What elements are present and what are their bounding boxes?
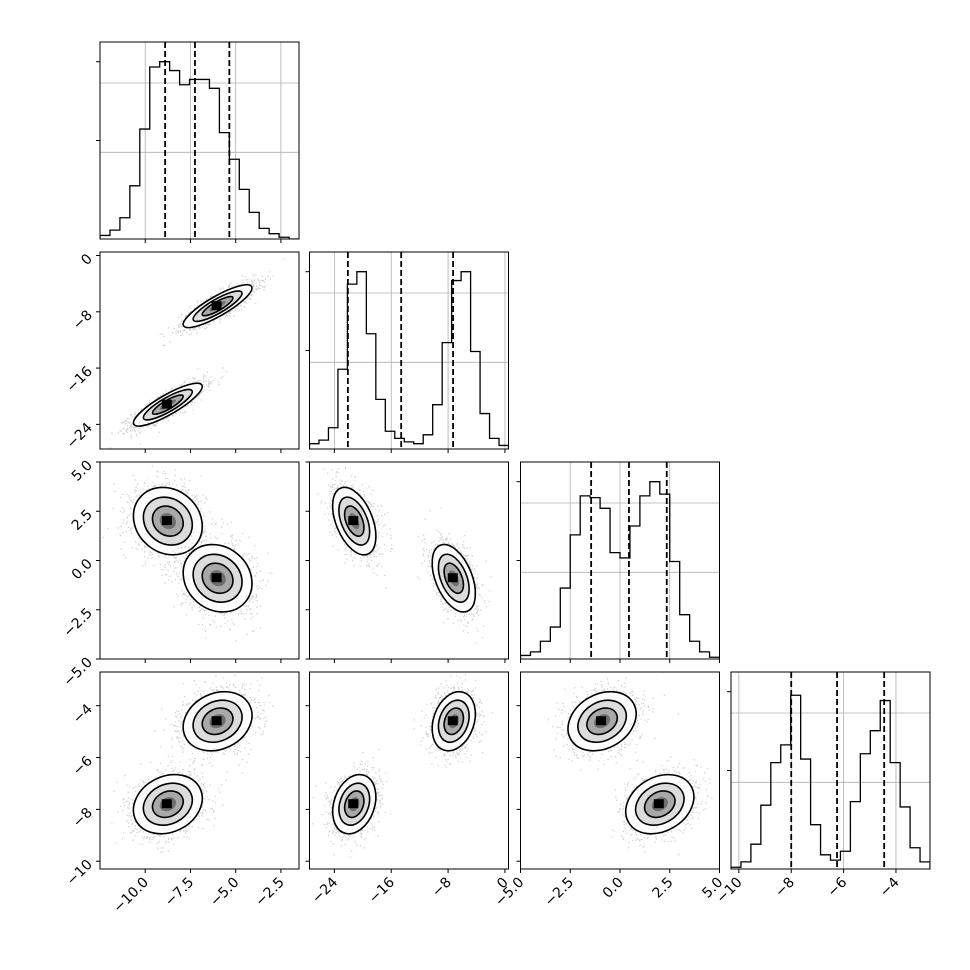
density-peak-2-1-1 <box>447 573 458 583</box>
panel-0-0 <box>96 41 300 243</box>
xtick-label-1-1: −16 <box>366 874 398 906</box>
ytick-label-2-2: 0.0 <box>69 556 96 583</box>
ytick-label-2-1: −2.5 <box>60 605 95 640</box>
ytick-label-2-3: 2.5 <box>69 507 96 534</box>
panel-frame-1-0 <box>99 251 300 450</box>
ytick-label-1-2: −8 <box>70 307 96 333</box>
panel-content-3-3 <box>731 672 930 869</box>
xtick-label-0-2: −5.0 <box>207 875 242 910</box>
panel-1-1 <box>305 251 509 453</box>
panel-content-2-2 <box>520 462 720 659</box>
density-peak-1-0-1 <box>211 301 222 311</box>
panel-3-2: −5.0 −2.5 0.0 2.5 5.0 <box>492 671 726 910</box>
xtick-label-3-2: −6 <box>825 874 851 900</box>
ytick-label-3-1: −8 <box>70 805 96 831</box>
ytick-label-3-0: −10 <box>64 857 96 889</box>
xtick-label-2-1: −2.5 <box>542 875 577 910</box>
panel-content-3-2 <box>547 672 713 856</box>
panel-2-1 <box>305 461 509 663</box>
density-peak-3-1-0 <box>348 799 359 809</box>
panel-frame-1-1 <box>309 251 509 450</box>
panel-content-3-0 <box>111 674 274 853</box>
xtick-label-3-1: −8 <box>772 875 798 901</box>
xtick-label-0-1: −7.5 <box>162 875 197 910</box>
ytick-label-1-0: −24 <box>64 420 96 452</box>
density-peak-3-2-0 <box>653 799 664 809</box>
panel-frame-3-3 <box>730 671 931 870</box>
ytick-label-3-3: −4 <box>70 701 96 727</box>
xtick-label-0-3: −2.5 <box>252 875 287 910</box>
xtick-label-1-0: −24 <box>309 874 341 906</box>
panel-3-1: −24 −16 −8 0 <box>305 671 512 907</box>
density-peak-3-0-1 <box>211 716 222 726</box>
density-peak-3-1-1 <box>447 716 458 726</box>
xtick-label-2-3: 2.5 <box>650 875 677 902</box>
xtick-label-2-2: 0.0 <box>600 875 627 902</box>
density-peak-2-0-0 <box>161 516 172 526</box>
ytick-label-1-3: 0 <box>78 251 96 269</box>
panel-content-3-1 <box>312 673 494 858</box>
density-peak-2-0-1 <box>211 573 222 583</box>
ytick-label-1-1: −16 <box>64 364 96 396</box>
histogram-3 <box>731 694 930 869</box>
density-peak-3-0-0 <box>161 799 172 809</box>
xtick-label-0-0: −10.0 <box>110 875 152 917</box>
ytick-label-2-4: 5.0 <box>69 458 96 485</box>
density-peak-3-2-1 <box>596 716 607 726</box>
panel-content-2-1 <box>317 466 492 644</box>
panel-content-0-0 <box>100 42 299 239</box>
ytick-label-3-2: −6 <box>70 753 96 779</box>
panel-3-3: −10 −8 −6 −4 <box>713 671 931 907</box>
histogram-1 <box>309 271 509 449</box>
xtick-label-3-3: −4 <box>877 874 903 900</box>
panel-content-1-1 <box>309 252 509 449</box>
panel-2-0: −5.0 −2.5 0.0 2.5 5.0 <box>60 458 300 690</box>
panel-frame-3-1 <box>309 671 509 870</box>
panel-2-2 <box>516 461 720 663</box>
histogram-0 <box>100 61 299 239</box>
panel-content-1-0 <box>109 257 285 449</box>
panel-frame-0-0 <box>99 41 300 240</box>
panel-3-0: −10.0 −7.5 −5.0 −2.5 −10 −8 −6 −4 <box>64 671 300 917</box>
panel-frame-3-0 <box>99 671 300 870</box>
histogram-2 <box>520 481 720 659</box>
xtick-label-1-2: −8 <box>429 875 455 901</box>
density-peak-2-1-0 <box>348 516 359 526</box>
density-peak-1-0-0 <box>161 399 172 409</box>
panel-content-2-0 <box>102 465 273 642</box>
ytick-label-2-0: −5.0 <box>60 655 95 690</box>
panel-1-0: −24 −16 −8 0 <box>64 251 300 453</box>
